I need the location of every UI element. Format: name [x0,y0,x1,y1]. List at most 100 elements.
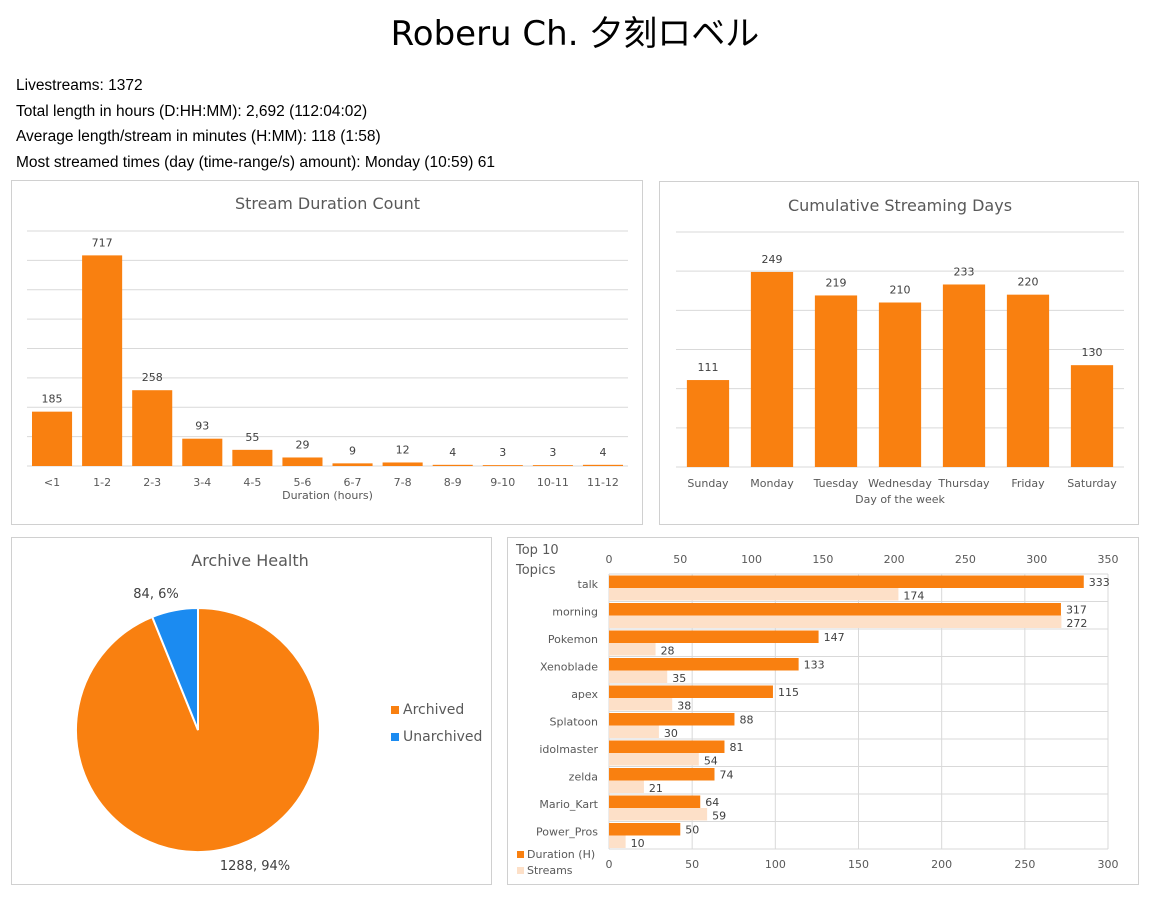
bar-data-label: 28 [661,645,675,658]
x-axis-label: Day of the week [855,493,945,506]
x-tick-label: Monday [750,477,794,490]
y-tick-label: idolmaster [539,743,598,756]
y-tick-label: apex [571,688,598,701]
legend-swatch [391,733,399,741]
bar-data-label: 111 [698,361,719,374]
bar-data-label: 10 [631,837,645,850]
archive-health-chart: Archive Health 1288, 94% 84, 6% Archived Una… [11,537,492,885]
pie-data-label: 1288, 94% [220,859,290,874]
y-tick-label: Pokemon [548,633,598,646]
bottom-axis-tick-label: 250 [1014,858,1035,871]
bar-data-label: 317 [1066,604,1087,617]
bar-duration [609,768,715,781]
bar-data-label: 4 [449,446,456,459]
top-axis-tick-label: 150 [812,553,833,566]
bar-duration [609,575,1084,588]
bar-duration [609,795,701,808]
top-axis-tick-label: 0 [606,553,613,566]
bar [532,465,573,466]
legend-label: Streams [527,864,573,877]
top-topics-chart: Top 10 Topics 0 50 100 150 200 250 300 350 0 50 100 1… [507,537,1139,885]
bottom-axis-tick-label: 150 [848,858,869,871]
top-topics-svg: Top 10 Topics 0 50 100 150 200 250 300 350 0 50 100 1… [515,543,1119,877]
pie-data-label: 84, 6% [133,587,178,602]
bar-data-label: 12 [396,443,410,456]
bar-data-label: 272 [1066,617,1087,630]
bar-data-label: 21 [649,782,663,795]
bar-data-label: 59 [712,810,726,823]
legend-swatch [517,851,524,858]
x-tick-label: 1-2 [93,476,111,489]
chart-title: Stream Duration Count [235,194,420,213]
bar [482,465,523,466]
top-axis-tick-label: 100 [741,553,762,566]
x-tick-label: Saturday [1067,477,1117,490]
bar-streams [609,670,668,683]
x-tick-label: 11-12 [587,476,619,489]
x-tick-label: 5-6 [293,476,311,489]
bar [132,390,173,466]
y-tick-label: morning [552,606,598,619]
bar [32,411,73,466]
x-tick-label: <1 [44,476,60,489]
bar [232,449,273,466]
bar-data-label: 30 [664,727,678,740]
x-tick-label: Tuesday [813,477,859,490]
x-tick-label: 10-11 [537,476,569,489]
bar-duration [609,823,681,836]
bar-duration [609,658,799,671]
bar-data-label: 333 [1089,576,1110,589]
bar-duration [609,740,725,753]
chart-title-line1: Top 10 [515,543,559,558]
bar-data-label: 29 [295,438,309,451]
archive-health-svg: Archive Health 1288, 94% 84, 6% Archived Una… [75,551,482,874]
chart-title: Archive Health [191,551,309,570]
bar-data-label: 185 [42,393,63,406]
bar-data-label: 220 [1018,276,1039,289]
bar-data-label: 133 [804,659,825,672]
bar-data-label: 219 [826,276,847,289]
bar-streams [609,725,659,738]
bar-data-label: 717 [92,236,113,249]
bar [82,255,123,466]
chart-title-line2: Topics [515,563,556,578]
x-tick-label: Sunday [687,477,729,490]
bar-data-label: 4 [599,446,606,459]
legend-label: Archived [403,702,464,718]
bottom-axis-tick-label: 50 [685,858,699,871]
bar-streams [609,698,673,711]
stream-duration-chart: Stream Duration Count 185 <1 717 1-2 258 2-3 93… [11,180,643,525]
x-tick-label: Wednesday [868,477,932,490]
y-tick-label: Xenoblade [540,661,598,674]
bar-data-label: 64 [705,796,719,809]
stat-total-length: Total length in hours (D:HH:MM): 2,692 (… [16,102,368,120]
bar-data-label: 81 [729,741,743,754]
legend-label: Duration (H) [527,848,595,861]
bottom-axis-tick-label: 0 [606,858,613,871]
bar [432,464,473,466]
stat-livestreams: Livestreams: 1372 [16,77,143,94]
bar [942,284,986,467]
bar-duration [609,685,773,698]
legend-swatch [517,867,524,874]
x-tick-label: 7-8 [394,476,412,489]
y-tick-label: Mario_Kart [539,798,598,811]
bar [332,463,373,466]
y-tick-label: talk [578,578,599,591]
bar-data-label: 233 [954,265,975,278]
streaming-days-svg: Cumulative Streaming Days 111 Sunday 249 Mon… [676,196,1124,506]
bottom-axis-tick-label: 300 [1098,858,1119,871]
bar-duration [609,630,819,643]
bar-data-label: 38 [677,700,691,713]
legend-label: Unarchived [403,729,482,745]
bar-streams [609,588,899,601]
top-axis-tick-label: 300 [1026,553,1047,566]
bar [878,302,922,467]
bar-data-label: 3 [499,446,506,459]
bar [282,457,323,466]
top-axis-tick-label: 350 [1098,553,1119,566]
bar-data-label: 50 [685,824,699,837]
x-tick-label: 9-10 [490,476,515,489]
y-tick-label: Power_Pros [536,826,598,839]
bar [1006,294,1050,467]
